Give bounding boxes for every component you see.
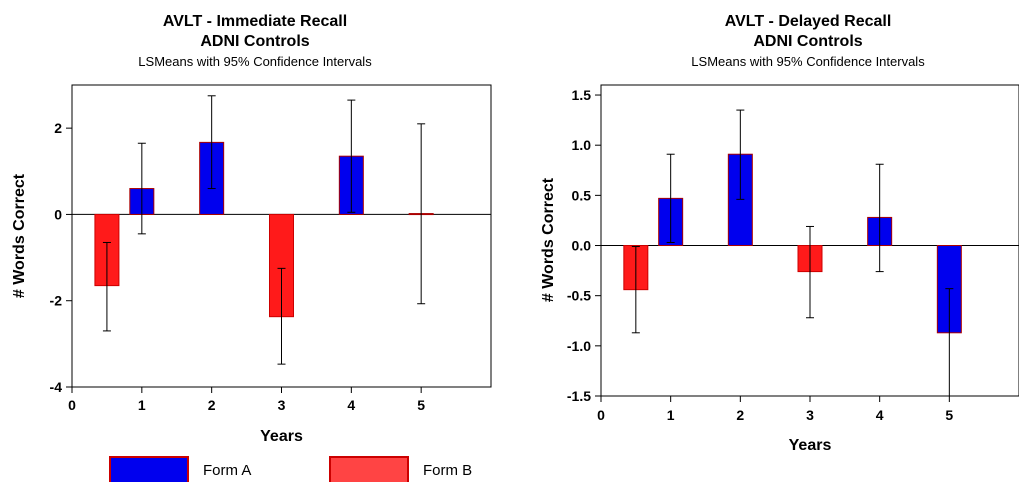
y-axis-label: # Words Correct — [540, 177, 557, 302]
y-tick-label: 0 — [54, 206, 62, 222]
y-tick-label: 1.5 — [572, 87, 592, 103]
x-tick-label: 5 — [417, 397, 425, 413]
y-tick-label: 0.5 — [572, 187, 592, 203]
x-axis-label: Years — [789, 437, 832, 454]
y-tick-label: -1.5 — [567, 388, 591, 404]
chart-title-line2: ADNI Controls — [200, 33, 309, 50]
chart-title: AVLT - Immediate Recall — [163, 13, 347, 30]
x-tick-label: 0 — [597, 407, 605, 423]
legend: Form A Form B — [110, 457, 472, 482]
legend-swatch-form-b — [330, 457, 408, 482]
x-tick-label: 1 — [667, 407, 675, 423]
chart-subtitle: LSMeans with 95% Confidence Intervals — [138, 54, 372, 69]
y-tick-label: -1.0 — [567, 338, 591, 354]
chart-title-line2: ADNI Controls — [753, 33, 862, 50]
legend-label-form-b: Form B — [423, 462, 472, 479]
y-tick-label: -0.5 — [567, 288, 591, 304]
y-tick-label: 0.0 — [572, 238, 592, 254]
legend-label-form-a: Form A — [203, 462, 251, 479]
y-tick-label: -2 — [50, 293, 63, 309]
x-tick-label: 4 — [876, 407, 884, 423]
chart-2: AVLT - Delayed Recall ADNI Controls LSMean… — [540, 13, 1019, 454]
x-tick-label: 3 — [806, 407, 814, 423]
y-tick-label: 2 — [54, 120, 62, 136]
chart-title: AVLT - Delayed Recall — [725, 13, 892, 30]
chart-subtitle: LSMeans with 95% Confidence Intervals — [691, 54, 925, 69]
x-tick-label: 3 — [278, 397, 286, 413]
y-tick-label: 1.0 — [572, 137, 592, 153]
y-axis-label: # Words Correct — [11, 173, 28, 298]
x-tick-label: 1 — [138, 397, 146, 413]
y-tick-label: -4 — [50, 379, 63, 395]
x-tick-label: 0 — [68, 397, 76, 413]
x-tick-label: 2 — [208, 397, 216, 413]
legend-swatch-form-a — [110, 457, 188, 482]
chart-1: AVLT - Immediate Recall ADNI Controls LSMe… — [11, 13, 491, 445]
x-tick-label: 5 — [945, 407, 953, 423]
x-tick-label: 2 — [736, 407, 744, 423]
x-axis-label: Years — [260, 428, 303, 445]
x-tick-label: 4 — [347, 397, 355, 413]
